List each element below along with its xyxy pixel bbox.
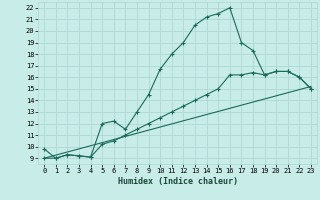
X-axis label: Humidex (Indice chaleur): Humidex (Indice chaleur) xyxy=(118,177,238,186)
